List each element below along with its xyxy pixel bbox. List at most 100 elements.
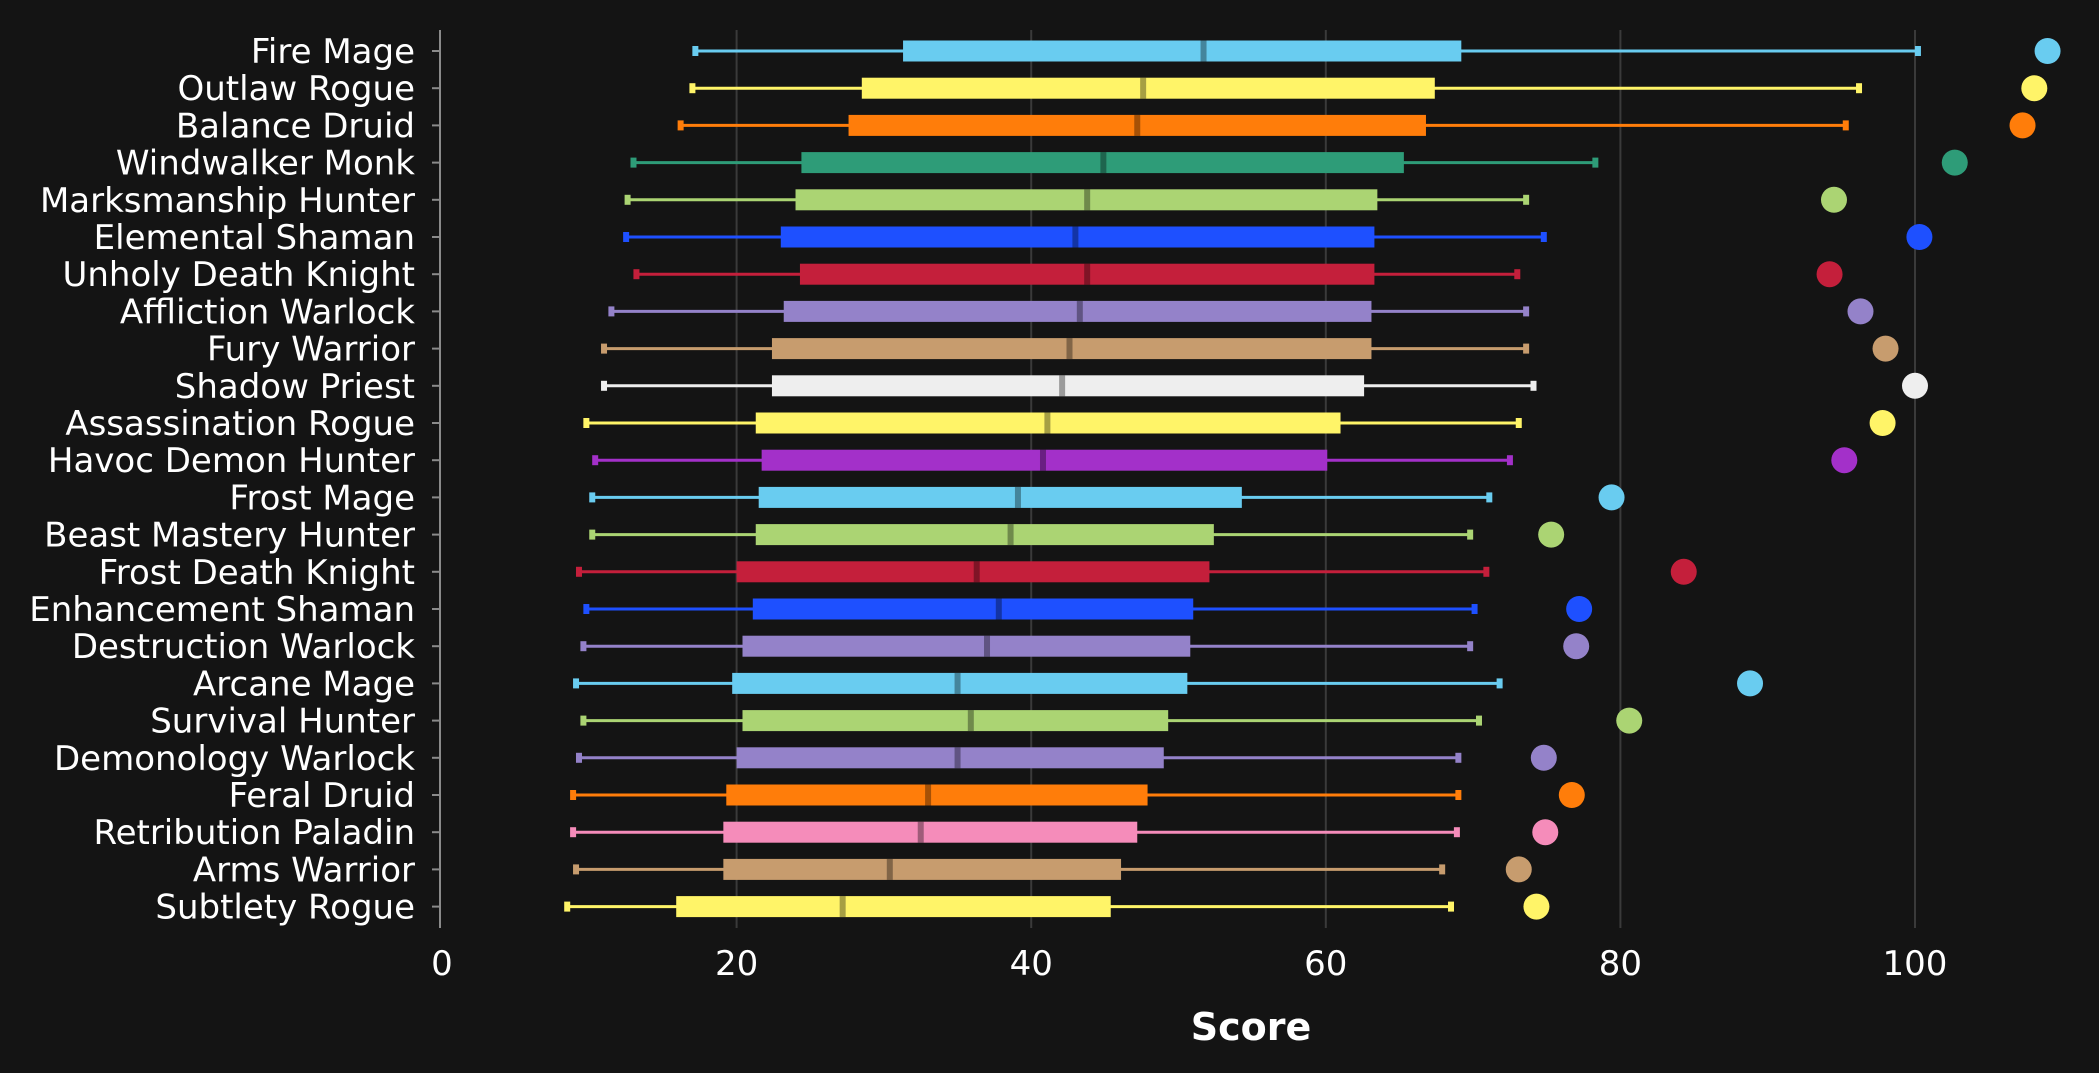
whisker-min-cap bbox=[592, 455, 599, 466]
whisker-max-cap bbox=[1506, 455, 1513, 466]
top-score-dot bbox=[2021, 75, 2048, 102]
category-label: Beast Mastery Hunter bbox=[44, 516, 415, 556]
x-tick-label: 40 bbox=[1010, 944, 1053, 984]
top-score-dot bbox=[1558, 782, 1585, 808]
boxplot-row bbox=[601, 338, 1530, 360]
whisker-min-cap bbox=[580, 641, 587, 652]
boxplot-series bbox=[564, 40, 1921, 918]
whisker-max-cap bbox=[1515, 418, 1522, 428]
boxplot-row bbox=[677, 114, 1849, 136]
whisker-max-cap bbox=[1514, 269, 1521, 280]
median-marker bbox=[925, 784, 932, 806]
median-marker bbox=[1007, 524, 1014, 546]
category-label: Demonology Warlock bbox=[54, 739, 415, 779]
whisker-min-cap bbox=[623, 232, 630, 242]
boxplot-row bbox=[608, 300, 1530, 322]
x-tick-label: 80 bbox=[1599, 944, 1642, 984]
boxplot-row bbox=[580, 635, 1474, 657]
iqr-box bbox=[723, 821, 1138, 843]
whisker-min-cap bbox=[575, 566, 582, 577]
whisker-min-cap bbox=[677, 120, 684, 131]
category-label: Fire Mage bbox=[251, 32, 415, 72]
category-label: Frost Mage bbox=[229, 478, 415, 518]
top-score-dot bbox=[1941, 149, 1968, 176]
iqr-box bbox=[801, 152, 1404, 174]
median-marker bbox=[839, 896, 846, 918]
boxplot-row bbox=[630, 152, 1599, 174]
top-score-dot bbox=[1532, 819, 1559, 846]
top-score-dot bbox=[1737, 670, 1764, 697]
top-score-dot bbox=[1872, 335, 1899, 362]
gridlines bbox=[735, 30, 1916, 928]
category-label: Frost Death Knight bbox=[99, 553, 415, 593]
whisker-max-cap bbox=[1439, 864, 1446, 875]
boxplot-row bbox=[575, 747, 1462, 769]
boxplot-row bbox=[589, 524, 1474, 546]
top-score-dot bbox=[1670, 558, 1697, 585]
whisker-max-cap bbox=[1475, 715, 1482, 726]
iqr-box bbox=[736, 747, 1164, 769]
iqr-box bbox=[795, 189, 1378, 211]
boxplot-row bbox=[573, 672, 1503, 694]
category-label: Retribution Paladin bbox=[93, 813, 415, 853]
iqr-box bbox=[761, 449, 1328, 471]
boxplot-row bbox=[601, 375, 1537, 397]
whisker-max-cap bbox=[1453, 827, 1460, 838]
whisker-max-cap bbox=[1530, 380, 1537, 391]
median-marker bbox=[995, 598, 1002, 620]
category-label: Windwalker Monk bbox=[116, 144, 415, 184]
top-score-dot bbox=[1847, 298, 1874, 325]
iqr-box bbox=[848, 114, 1426, 136]
category-label: Arcane Mage bbox=[193, 664, 415, 704]
median-marker bbox=[973, 561, 980, 583]
iqr-box bbox=[736, 561, 1210, 583]
boxplot-row bbox=[564, 896, 1455, 918]
top-score-dot bbox=[1523, 893, 1550, 920]
top-score-dot bbox=[1831, 447, 1858, 474]
median-marker bbox=[1084, 263, 1091, 285]
boxplot-row bbox=[575, 561, 1490, 583]
whisker-min-cap bbox=[589, 492, 596, 503]
category-label: Unholy Death Knight bbox=[62, 255, 415, 295]
boxplot-row bbox=[589, 486, 1493, 508]
whisker-max-cap bbox=[1496, 678, 1503, 689]
median-marker bbox=[967, 710, 974, 732]
category-label: Marksmanship Hunter bbox=[40, 181, 415, 221]
top-score-dot bbox=[1906, 224, 1933, 250]
whisker-min-cap bbox=[608, 306, 615, 317]
whisker-max-cap bbox=[1592, 157, 1599, 168]
iqr-box bbox=[780, 226, 1375, 248]
whisker-min-cap bbox=[575, 752, 582, 763]
x-tick-label: 100 bbox=[1883, 944, 1948, 984]
median-marker bbox=[1072, 226, 1079, 248]
whisker-max-cap bbox=[1523, 306, 1530, 317]
whisker-max-cap bbox=[1914, 46, 1921, 56]
boxplot-row bbox=[689, 77, 1863, 99]
iqr-box bbox=[758, 486, 1242, 508]
category-label: Shadow Priest bbox=[175, 367, 415, 407]
top-score-dot bbox=[1869, 410, 1896, 436]
iqr-box bbox=[732, 672, 1188, 694]
category-label: Fury Warrior bbox=[207, 330, 415, 370]
median-marker bbox=[917, 821, 924, 843]
boxplot-row bbox=[633, 263, 1521, 285]
boxplot-row bbox=[592, 449, 1513, 471]
iqr-box bbox=[771, 375, 1365, 397]
median-marker bbox=[1066, 338, 1073, 360]
category-label: Elemental Shaman bbox=[94, 218, 415, 258]
category-label: Affliction Warlock bbox=[120, 292, 415, 332]
whisker-max-cap bbox=[1467, 641, 1474, 652]
boxplot-row bbox=[570, 821, 1460, 843]
whisker-min-cap bbox=[630, 157, 637, 168]
median-marker bbox=[984, 635, 991, 657]
iqr-box bbox=[771, 338, 1372, 360]
category-label: Outlaw Rogue bbox=[178, 69, 416, 109]
median-marker bbox=[954, 672, 961, 694]
whisker-max-cap bbox=[1486, 492, 1493, 503]
median-marker bbox=[1100, 152, 1107, 174]
top-score-dot bbox=[1505, 856, 1532, 883]
whisker-min-cap bbox=[573, 678, 580, 689]
iqr-box bbox=[742, 710, 1169, 732]
category-label: Havoc Demon Hunter bbox=[48, 441, 415, 481]
